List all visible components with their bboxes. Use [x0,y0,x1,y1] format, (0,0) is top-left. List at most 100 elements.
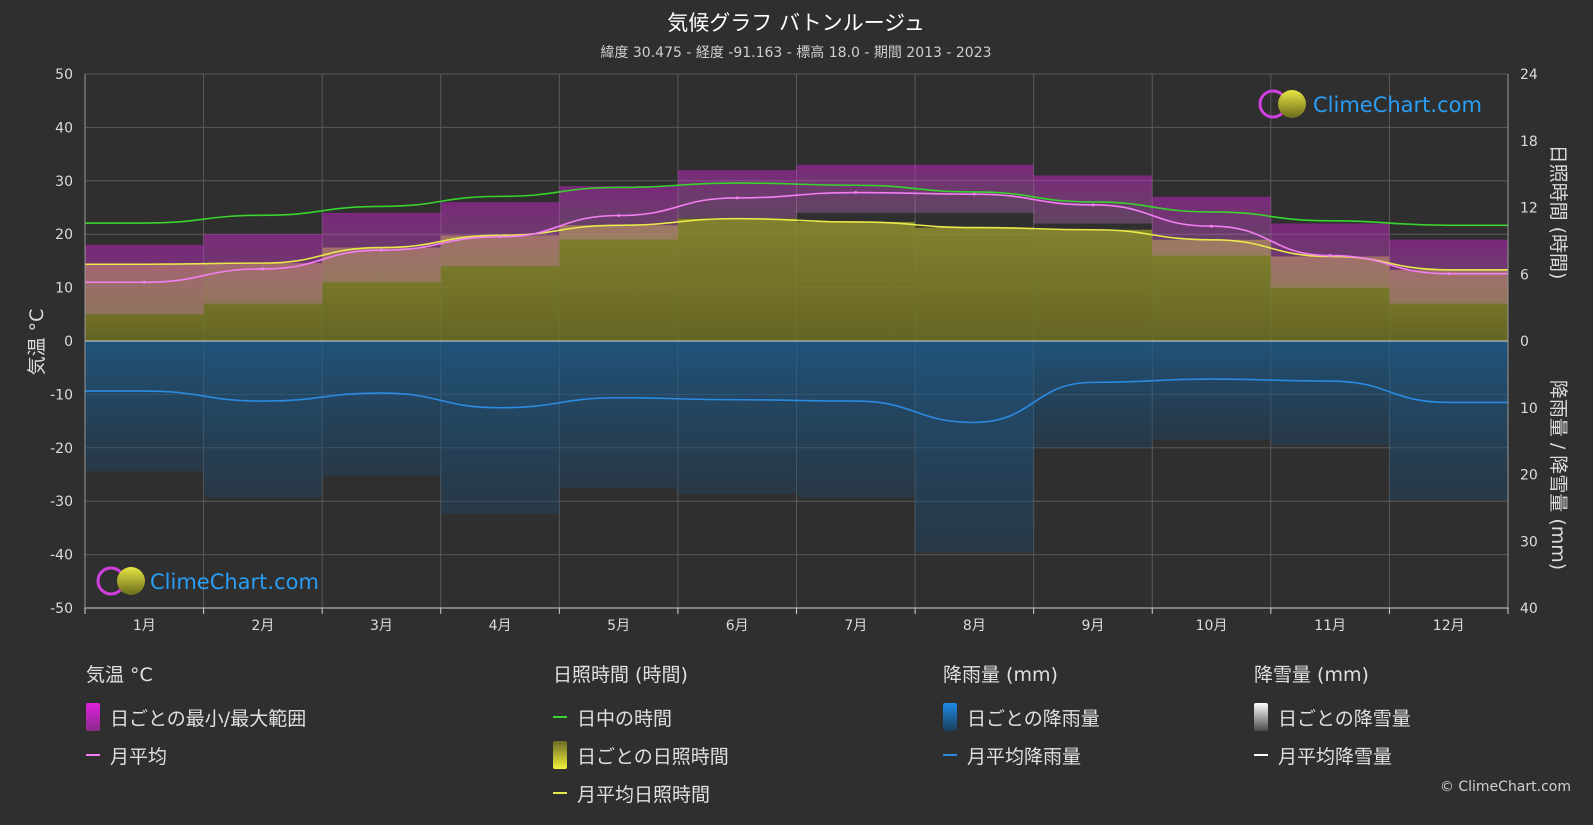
legend-item: 月平均 [86,736,306,774]
rain-band [677,341,797,494]
chart-title: 気候グラフ バトンルージュ [667,11,924,35]
left-tick-label: 30 [55,174,73,190]
sunshine-band [559,225,678,341]
temp-mean-point [142,280,146,284]
legend-title-rain: 降雨量 (mm) [943,664,1058,686]
legend-item: 月平均降雨量 [943,736,1100,774]
month-label: 1月 [133,618,156,634]
temp-mean-point [379,248,383,252]
logo-sun-icon [117,567,145,595]
brand-text-top: ClimeChart.com [1313,93,1482,117]
snow-swatch-icon [1254,703,1268,731]
right-top-tick-label: 18 [1520,134,1538,150]
legend-item: 日ごとの最小/最大範囲 [86,698,306,736]
temp-range-band [915,164,1034,213]
rain-band [1033,341,1153,449]
daily-bands [85,164,1508,553]
temp-mean-point [498,235,502,239]
right-top-tick-label: 0 [1520,334,1529,350]
rain-line [85,378,1508,424]
legend-title-sunshine: 日照時間 (時間) [553,664,688,686]
legend-label: 日ごとの降雨量 [967,707,1100,730]
temp-mean-line-icon [86,754,100,756]
legend-item: 日中の時間 [553,698,729,736]
month-label: 8月 [963,618,986,634]
rain-swatch-icon [943,703,957,731]
left-tick-label: -40 [50,548,73,564]
legend-sunshine: 日照時間 (時間) 日中の時間 日ごとの日照時間 月平均日照時間 [553,660,729,812]
left-tick-label: -50 [50,601,73,617]
temp-range-band [677,170,797,219]
left-tick-label: -10 [50,387,73,403]
axes: 50 40 30 20 10 0 -10 -20 -30 -40 -50 24 18 12 6 0 10 20 30… [50,67,1538,634]
rain-band [85,341,204,472]
temp-mean-point [972,192,976,196]
month-label: 11月 [1314,618,1346,634]
month-label: 9月 [1081,618,1104,634]
legend-item: 月平均日照時間 [553,774,729,812]
sunshine-swatch-icon [553,741,567,769]
right-top-tick-label: 6 [1520,267,1529,283]
legend-label: 日中の時間 [577,707,673,730]
left-tick-label: 10 [55,281,73,297]
daylight-line-icon [553,716,567,718]
legend-item: 日ごとの降雪量 [1254,698,1411,736]
temp-range-band [796,164,916,213]
chart-subtitle: 緯度 30.475 - 経度 -91.163 - 標高 18.0 - 期間 20… [600,44,991,61]
rain-band [559,341,678,489]
temp-mean-point [617,214,621,218]
sunshine-line-icon [553,792,567,794]
legend-label: 月平均降雪量 [1278,745,1393,768]
right-bottom-tick-label: 10 [1520,401,1538,417]
sunshine-band [915,227,1034,341]
temp-mean-point [1091,203,1095,207]
month-label: 2月 [251,618,274,634]
legend-item: 日ごとの降雨量 [943,698,1100,736]
legend-label: 月平均日照時間 [577,783,711,806]
sunshine-band [1152,239,1271,341]
rain-band [203,341,323,498]
rain-band [1270,341,1390,446]
legend-label: 日ごとの最小/最大範囲 [110,707,307,730]
left-tick-label: -20 [50,441,73,457]
rain-band [440,341,560,515]
month-label: 12月 [1433,618,1465,634]
right-top-axis-label: 日照時間 (時間) [1547,145,1569,280]
sunshine-band [677,218,797,341]
rain-line-icon [943,754,957,756]
legend-item: 日ごとの日照時間 [553,736,729,774]
sunshine-line [85,217,1508,271]
month-label: 6月 [726,618,749,634]
brand-text-bottom: ClimeChart.com [150,570,319,594]
right-top-tick-label: 12 [1520,201,1538,217]
temp-mean-point [735,196,739,200]
month-label: 3月 [370,618,393,634]
left-tick-label: 40 [55,120,73,136]
temp-range-swatch-icon [86,703,100,731]
month-label: 4月 [489,618,512,634]
right-bottom-tick-label: 30 [1520,534,1538,550]
temp-mean-line [84,191,1508,284]
legend-label: 月平均降雨量 [967,745,1082,768]
right-bottom-tick-label: 20 [1520,468,1538,484]
legend-label: 日ごとの降雪量 [1278,707,1411,730]
rain-band [1389,341,1508,501]
right-bottom-axis-label: 降雨量 / 降雪量 (mm) [1547,380,1569,570]
temp-range-band [559,186,678,240]
sunshine-band [796,221,916,341]
brand-logo-top: ClimeChart.com [1258,89,1482,119]
sunshine-band [1033,229,1153,341]
month-label: 5月 [607,618,630,634]
snow-line-icon [1254,754,1268,756]
temp-mean-point [854,191,858,195]
temp-mean-point [1328,254,1332,258]
logo-sun-icon [1278,90,1306,118]
right-top-tick-label: 24 [1520,67,1538,83]
temp-mean-point [1210,224,1214,228]
temp-range-band [440,202,560,267]
legend-snow: 降雪量 (mm) 日ごとの降雪量 月平均降雪量 [1254,660,1411,774]
legend-rain: 降雨量 (mm) 日ごとの降雨量 月平均降雨量 [943,660,1100,774]
month-label: 10月 [1196,618,1228,634]
series-lines [84,182,1508,424]
